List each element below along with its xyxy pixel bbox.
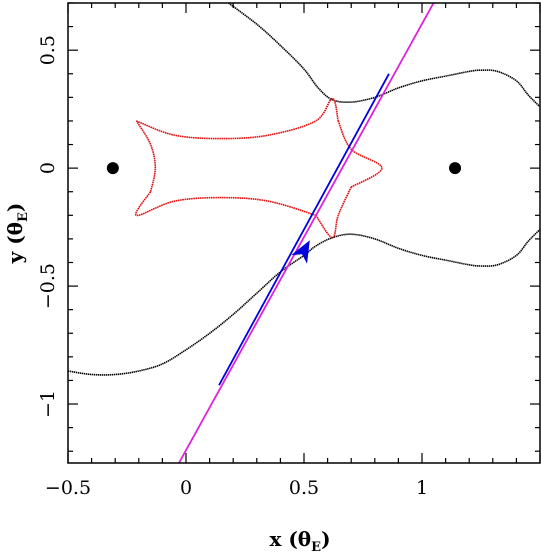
y-tick-label: 0 (37, 162, 59, 174)
caustic-segment-4 (134, 191, 317, 217)
y-axis-label-main: y (θ (3, 222, 27, 264)
x-tick-label: 1 (416, 477, 428, 499)
critical-curve-upper (228, 3, 540, 108)
y-tick-label: −1 (37, 390, 59, 418)
caustic-segment-2 (337, 120, 383, 188)
x-axis-label-sub: E (311, 540, 321, 555)
caustic-segment-5 (135, 120, 157, 192)
x-axis-label: x (θE) (269, 527, 330, 555)
source-trajectory-highlight (218, 73, 390, 386)
x-tick-label: 0.5 (289, 477, 319, 499)
y-axis-label-close: ) (3, 203, 27, 212)
x-tick-label: 0 (180, 477, 192, 499)
lens-position-2 (449, 162, 462, 175)
y-tick-label: 0.5 (37, 35, 59, 65)
lens-position-1 (106, 162, 119, 175)
y-tick-label: −0.5 (37, 263, 59, 309)
axis-ticks (67, 2, 541, 463)
source-trajectory (178, 3, 435, 463)
y-axis-label: y (θE) (3, 203, 31, 265)
tick-labels: −0.5 0 0.5 1 −1 −0.5 0 0.5 (37, 35, 428, 499)
caustic-segment-3 (315, 186, 352, 239)
trajectory-arrow-icon (291, 240, 310, 264)
x-axis-label-main: x (θ (269, 527, 311, 551)
plot-frame (67, 2, 541, 464)
caustic-segment-1 (136, 97, 339, 140)
critical-curve-lower (68, 228, 540, 376)
y-axis-label-sub: E (16, 212, 31, 222)
plot-curves (68, 3, 540, 463)
x-axis-label-close: ) (321, 527, 330, 551)
x-tick-label: −0.5 (45, 477, 91, 499)
